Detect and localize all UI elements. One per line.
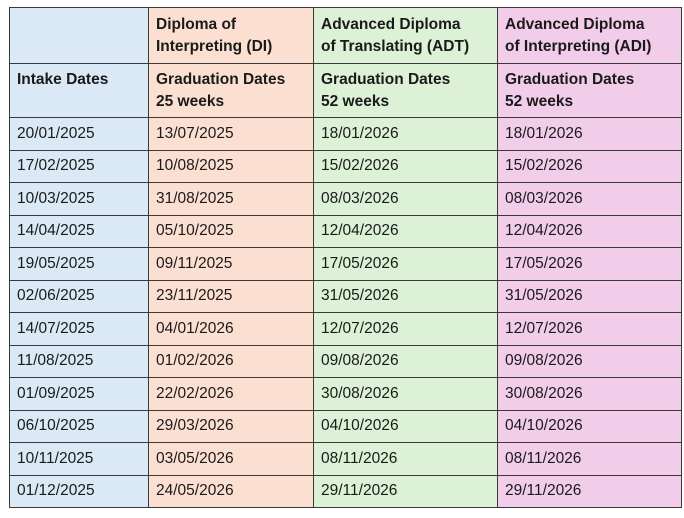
intake-date-cell: 10/03/2025 (9, 182, 149, 216)
adt-date-cell: 29/11/2026 (313, 474, 498, 508)
program-name-row: Diploma of Interpreting (DI) Advanced Dipl… (9, 7, 682, 64)
adt-date-cell: 15/02/2026 (313, 149, 498, 183)
di-program-line-2: Interpreting (DI) (156, 38, 273, 55)
table-row: 06/10/2025 29/03/2026 04/10/2026 04/10/2026 (9, 409, 682, 443)
adt-date-cell: 08/03/2026 (313, 182, 498, 216)
adt-header-line-2: 52 weeks (321, 93, 390, 110)
adi-date-cell: 18/01/2026 (497, 117, 682, 151)
adt-header-line-1: Graduation Dates (321, 71, 451, 88)
adt-date-cell: 12/07/2026 (313, 312, 498, 346)
adi-header-line-2: 52 weeks (505, 93, 574, 110)
intake-date-cell: 10/11/2025 (9, 442, 149, 476)
di-program-line-1: Diploma of (156, 16, 237, 33)
table-row: 19/05/2025 09/11/2025 17/05/2026 17/05/2026 (9, 247, 682, 281)
intake-date-cell: 19/05/2025 (9, 247, 149, 281)
adi-date-cell: 09/08/2026 (497, 344, 682, 378)
di-date-cell: 29/03/2026 (148, 409, 314, 443)
adt-program-line-2: of Translating (ADT) (321, 38, 470, 55)
adt-date-cell: 30/08/2026 (313, 377, 498, 411)
intake-header-line-1: Intake Dates (17, 71, 109, 88)
adi-header-line-1: Graduation Dates (505, 71, 635, 88)
table-row: 01/12/2025 24/05/2026 29/11/2026 29/11/2026 (9, 474, 682, 508)
adt-date-cell: 18/01/2026 (313, 117, 498, 151)
di-header-line-2: 25 weeks (156, 93, 225, 110)
di-date-cell: 01/02/2026 (148, 344, 314, 378)
column-header-row: Intake Dates Graduation Dates 25 weeks Grad… (9, 63, 682, 118)
adt-date-cell: 12/04/2026 (313, 214, 498, 248)
adt-program-cell: Advanced Diploma of Translating (ADT) (313, 7, 498, 64)
table-row: 11/08/2025 01/02/2026 09/08/2026 09/08/2026 (9, 344, 682, 378)
intake-date-cell: 11/08/2025 (9, 344, 149, 378)
adi-date-cell: 15/02/2026 (497, 149, 682, 183)
di-program-cell: Diploma of Interpreting (DI) (148, 7, 314, 64)
table-row: 17/02/2025 10/08/2025 15/02/2026 15/02/2026 (9, 149, 682, 183)
adt-date-cell: 17/05/2026 (313, 247, 498, 281)
adi-date-cell: 31/05/2026 (497, 279, 682, 313)
adi-date-cell: 12/07/2026 (497, 312, 682, 346)
intake-header-cell: Intake Dates (9, 63, 149, 118)
table-row: 01/09/2025 22/02/2026 30/08/2026 30/08/2026 (9, 377, 682, 411)
di-date-cell: 24/05/2026 (148, 474, 314, 508)
di-header-line-1: Graduation Dates (156, 71, 286, 88)
adi-date-cell: 30/08/2026 (497, 377, 682, 411)
intake-date-cell: 20/01/2025 (9, 117, 149, 151)
table-row: 20/01/2025 13/07/2025 18/01/2026 18/01/2026 (9, 117, 682, 151)
graduation-schedule-table: Diploma of Interpreting (DI) Advanced Dipl… (9, 7, 682, 508)
di-date-cell: 09/11/2025 (148, 247, 314, 281)
adt-date-cell: 31/05/2026 (313, 279, 498, 313)
intake-date-cell: 01/09/2025 (9, 377, 149, 411)
di-date-cell: 22/02/2026 (148, 377, 314, 411)
table-row: 10/11/2025 03/05/2026 08/11/2026 08/11/2026 (9, 442, 682, 476)
di-date-cell: 13/07/2025 (148, 117, 314, 151)
table-row: 14/07/2025 04/01/2026 12/07/2026 12/07/2026 (9, 312, 682, 346)
di-date-cell: 23/11/2025 (148, 279, 314, 313)
adt-date-cell: 08/11/2026 (313, 442, 498, 476)
table-row: 14/04/2025 05/10/2025 12/04/2026 12/04/2026 (9, 214, 682, 248)
adi-date-cell: 08/03/2026 (497, 182, 682, 216)
adi-header-cell: Graduation Dates 52 weeks (497, 63, 682, 118)
intake-date-cell: 01/12/2025 (9, 474, 149, 508)
di-date-cell: 04/01/2026 (148, 312, 314, 346)
table-row: 02/06/2025 23/11/2025 31/05/2026 31/05/2026 (9, 279, 682, 313)
adi-program-cell: Advanced Diploma of Interpreting (ADI) (497, 7, 682, 64)
schedule-body: Diploma of Interpreting (DI) Advanced Dipl… (9, 7, 682, 508)
adt-header-cell: Graduation Dates 52 weeks (313, 63, 498, 118)
di-date-cell: 03/05/2026 (148, 442, 314, 476)
adi-program-line-1: Advanced Diploma (505, 16, 645, 33)
table-row: 10/03/2025 31/08/2025 08/03/2026 08/03/2026 (9, 182, 682, 216)
adt-date-cell: 04/10/2026 (313, 409, 498, 443)
adi-date-cell: 12/04/2026 (497, 214, 682, 248)
adi-date-cell: 04/10/2026 (497, 409, 682, 443)
di-header-cell: Graduation Dates 25 weeks (148, 63, 314, 118)
adi-program-line-2: of Interpreting (ADI) (505, 38, 652, 55)
intake-date-cell: 06/10/2025 (9, 409, 149, 443)
intake-program-cell (9, 7, 149, 64)
di-date-cell: 31/08/2025 (148, 182, 314, 216)
intake-date-cell: 17/02/2025 (9, 149, 149, 183)
intake-date-cell: 14/04/2025 (9, 214, 149, 248)
adt-program-line-1: Advanced Diploma (321, 16, 461, 33)
di-date-cell: 05/10/2025 (148, 214, 314, 248)
adi-date-cell: 08/11/2026 (497, 442, 682, 476)
di-date-cell: 10/08/2025 (148, 149, 314, 183)
intake-date-cell: 14/07/2025 (9, 312, 149, 346)
adt-date-cell: 09/08/2026 (313, 344, 498, 378)
intake-date-cell: 02/06/2025 (9, 279, 149, 313)
adi-date-cell: 29/11/2026 (497, 474, 682, 508)
adi-date-cell: 17/05/2026 (497, 247, 682, 281)
